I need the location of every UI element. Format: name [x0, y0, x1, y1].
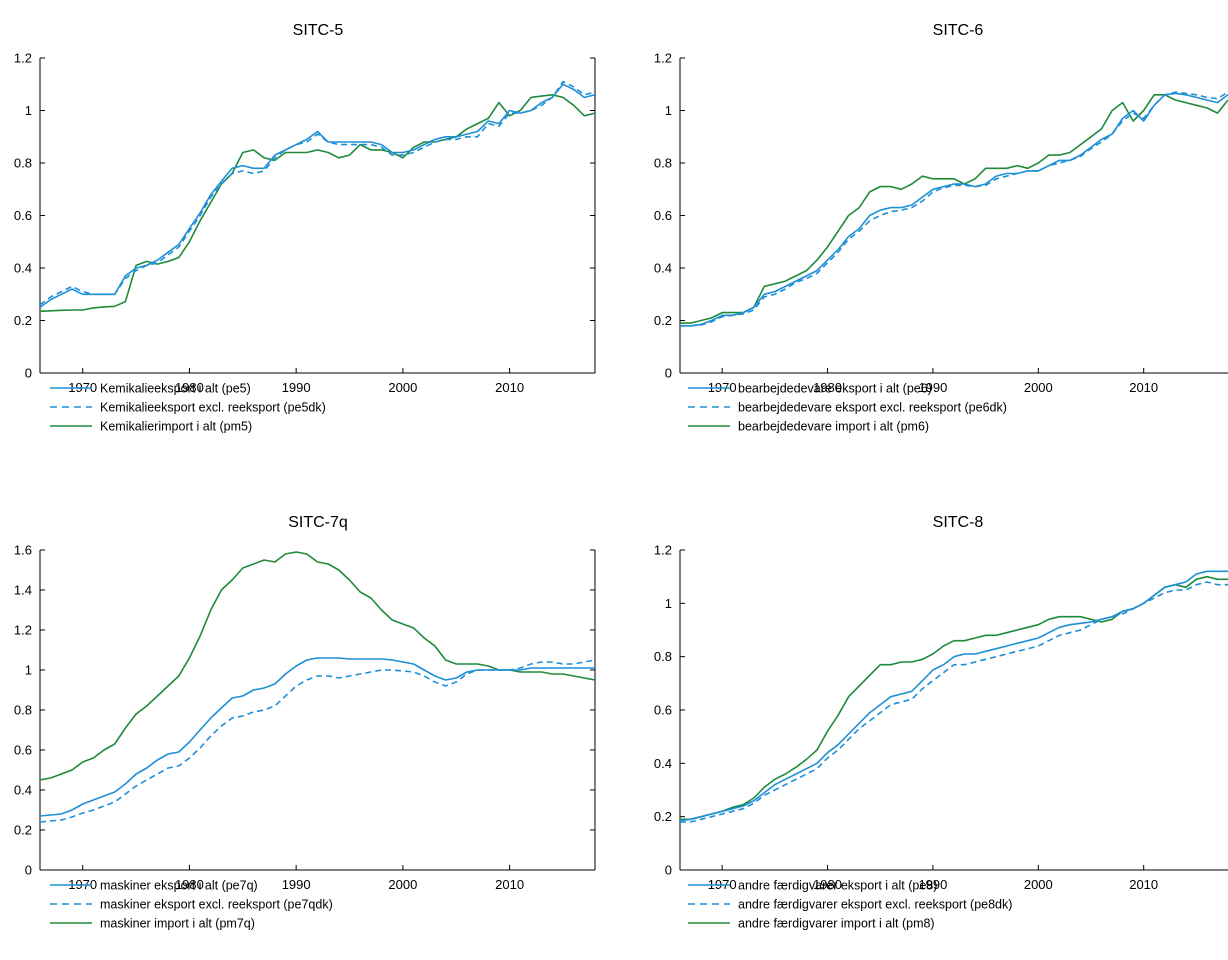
x-tick-label: 1980 [813, 877, 842, 892]
legend-label: maskiner eksport i alt (pe7q) [100, 879, 258, 893]
x-tick-label: 2000 [1024, 877, 1053, 892]
legend-label: maskiner eksport excl. reeksport (pe7qdk… [100, 898, 333, 912]
y-tick-label: 0.6 [14, 743, 32, 758]
y-tick-label: 1 [665, 103, 672, 118]
y-tick-label: 0.6 [654, 208, 672, 223]
x-tick-label: 2000 [1024, 380, 1053, 395]
y-tick-label: 0.4 [654, 756, 672, 771]
legend-label: Kemikalieeksport i alt (pe5) [100, 382, 251, 396]
y-tick-label: 1.2 [654, 543, 672, 558]
series-line-1 [40, 83, 595, 309]
y-tick-label: 0.8 [654, 156, 672, 171]
y-tick-label: 0 [25, 863, 32, 878]
legend-label: bearbejdedevare eksport i alt (pe6) [738, 382, 932, 396]
series-line-3 [680, 575, 1228, 821]
x-tick-label: 1990 [918, 380, 947, 395]
legend-label: Kemikalierimport i alt (pm5) [100, 420, 252, 434]
x-tick-label: 1980 [813, 380, 842, 395]
x-tick-label: 1980 [175, 877, 204, 892]
x-tick-label: 2010 [1129, 380, 1158, 395]
y-tick-label: 0 [665, 366, 672, 381]
legend-label: Kemikalieeksport excl. reeksport (pe5dk) [100, 401, 326, 415]
y-tick-label: 0.4 [14, 783, 32, 798]
y-tick-label: 1.4 [14, 583, 32, 598]
series-line-3 [40, 94, 595, 313]
series-line-2 [40, 659, 595, 823]
x-tick-label: 2000 [388, 877, 417, 892]
y-tick-label: 0 [25, 366, 32, 381]
x-tick-label: 2010 [495, 877, 524, 892]
chart-title: SITC-6 [933, 22, 984, 39]
y-tick-label: 0.6 [14, 208, 32, 223]
x-tick-label: 1990 [918, 877, 947, 892]
series-line-3 [40, 551, 595, 781]
legend-label: andre færdigvarer eksport i alt (pe8) [738, 879, 937, 893]
y-tick-label: 1 [665, 596, 672, 611]
y-tick-label: 1 [25, 663, 32, 678]
y-tick-label: 0.2 [14, 313, 32, 328]
y-tick-label: 1.2 [654, 51, 672, 66]
legend-label: andre færdigvarer eksport excl. reekspor… [738, 898, 1012, 912]
series-line-2 [40, 80, 595, 306]
series-line-3 [680, 94, 1228, 324]
y-tick-label: 0.2 [14, 823, 32, 838]
x-tick-label: 2000 [388, 380, 417, 395]
legend-label: maskiner import i alt (pm7q) [100, 917, 255, 931]
y-tick-label: 0.2 [654, 809, 672, 824]
y-tick-label: 0.6 [654, 703, 672, 718]
y-tick-label: 0.8 [654, 649, 672, 664]
chart-title: SITC-8 [933, 514, 984, 531]
legend-label: bearbejdedevare import i alt (pm6) [738, 420, 929, 434]
chart-title: SITC-7q [288, 514, 348, 531]
y-tick-label: 1 [25, 103, 32, 118]
y-tick-label: 1.2 [14, 623, 32, 638]
y-tick-label: 0.4 [14, 261, 32, 276]
series-line-1 [680, 570, 1228, 822]
y-tick-label: 1.2 [14, 51, 32, 66]
legend-label: bearbejdedevare eksport excl. reeksport … [738, 401, 1007, 415]
x-tick-label: 1980 [175, 380, 204, 395]
series-line-1 [40, 657, 595, 817]
x-tick-label: 2010 [1129, 877, 1158, 892]
legend-label: andre færdigvarer import i alt (pm8) [738, 917, 935, 931]
y-tick-label: 0.8 [14, 156, 32, 171]
x-tick-label: 1990 [282, 877, 311, 892]
y-tick-label: 0.2 [654, 313, 672, 328]
x-tick-label: 2010 [495, 380, 524, 395]
y-tick-label: 1.6 [14, 543, 32, 558]
y-tick-label: 0.4 [654, 261, 672, 276]
y-tick-label: 0.8 [14, 703, 32, 718]
x-tick-label: 1990 [282, 380, 311, 395]
chart-title: SITC-5 [293, 22, 344, 39]
series-line-2 [680, 581, 1228, 823]
y-tick-label: 0 [665, 863, 672, 878]
series-line-2 [680, 91, 1228, 327]
